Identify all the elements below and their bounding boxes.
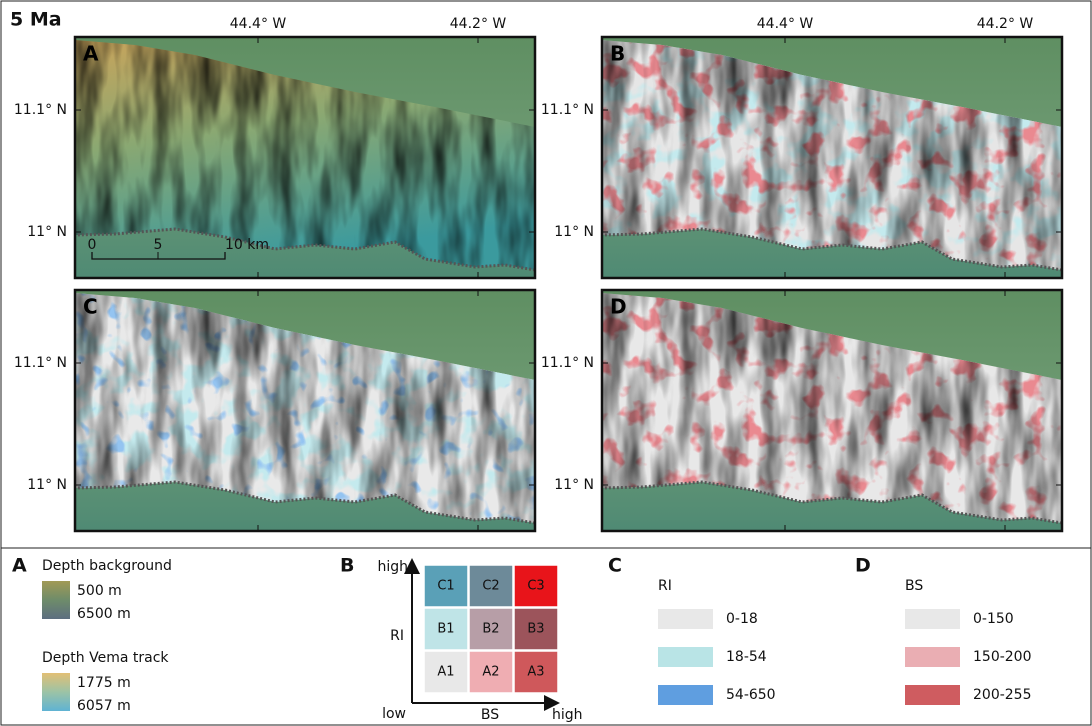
axis-label: RI <box>390 628 404 644</box>
panel-label: C <box>83 295 98 319</box>
latitude-label: 11.1° N <box>541 355 594 371</box>
class-label: 200-255 <box>973 687 1032 703</box>
legend-value: 6057 m <box>77 698 131 714</box>
scale-label: 10 km <box>225 237 269 253</box>
cell-label: B2 <box>482 622 499 637</box>
panel-label: A <box>83 42 99 66</box>
class-label: 0-150 <box>973 611 1014 627</box>
cell-label: C2 <box>482 579 499 594</box>
map-panel: C 11.1° N 11° N <box>14 290 535 531</box>
cell-label: C3 <box>527 579 544 594</box>
panel-label: B <box>610 42 625 66</box>
cell-label: C1 <box>437 579 454 594</box>
scale-label: 5 <box>154 237 163 253</box>
latitude-label: 11° N <box>554 224 594 240</box>
cell-label: A1 <box>437 665 454 680</box>
panel-label: D <box>610 295 627 319</box>
class-swatch <box>905 685 960 705</box>
class-swatch <box>658 609 713 629</box>
legend-label: C <box>608 555 622 577</box>
axis-label: high <box>377 559 408 575</box>
legend-value: 1775 m <box>77 675 131 691</box>
cell-label: B3 <box>527 622 544 637</box>
legend-label: B <box>340 555 354 577</box>
color-ramp <box>42 581 70 619</box>
figure-label: 5 Ma <box>10 9 62 31</box>
longitude-label: 44.2° W <box>450 16 507 32</box>
class-swatch <box>658 685 713 705</box>
class-swatch <box>658 647 713 667</box>
legend-label: A <box>12 555 27 577</box>
cell-label: A2 <box>482 665 499 680</box>
legend-title: Depth Vema track <box>42 650 169 666</box>
legend-title: Depth background <box>42 558 172 574</box>
legend-value: 6500 m <box>77 606 131 622</box>
legend-label: D <box>855 555 871 577</box>
axis-label: low <box>382 706 406 722</box>
legend-title: BS <box>905 578 923 594</box>
map-panel: D 11.1° N 11° N <box>541 290 1062 531</box>
class-swatch <box>905 609 960 629</box>
axis-label: BS <box>481 707 499 723</box>
class-label: 18-54 <box>726 649 767 665</box>
longitude-label: 44.4° W <box>757 16 814 32</box>
latitude-label: 11.1° N <box>14 102 67 118</box>
map-panel: B 44.4° W 44.2° W 11.1° N 11° N <box>541 16 1062 278</box>
latitude-label: 11° N <box>27 477 67 493</box>
scale-label: 0 <box>88 237 97 253</box>
latitude-label: 11° N <box>27 224 67 240</box>
latitude-label: 11° N <box>554 477 594 493</box>
class-swatch <box>905 647 960 667</box>
class-label: 54-650 <box>726 687 776 703</box>
color-ramp <box>42 673 70 711</box>
latitude-label: 11.1° N <box>14 355 67 371</box>
cell-label: A3 <box>527 665 544 680</box>
cell-label: B1 <box>437 622 454 637</box>
axis-label: high <box>552 707 583 723</box>
longitude-label: 44.4° W <box>230 16 287 32</box>
figure: 5 Ma A 44.4° W 44.2° W 11.1° N 11° N 0 5 10 km B… <box>0 0 1092 726</box>
map-panel: A 44.4° W 44.2° W 11.1° N 11° N 0 5 10 km <box>14 16 535 278</box>
legend-title: RI <box>658 578 672 594</box>
latitude-label: 11.1° N <box>541 102 594 118</box>
legend-value: 500 m <box>77 583 122 599</box>
class-label: 150-200 <box>973 649 1032 665</box>
longitude-label: 44.2° W <box>977 16 1034 32</box>
class-label: 0-18 <box>726 611 758 627</box>
